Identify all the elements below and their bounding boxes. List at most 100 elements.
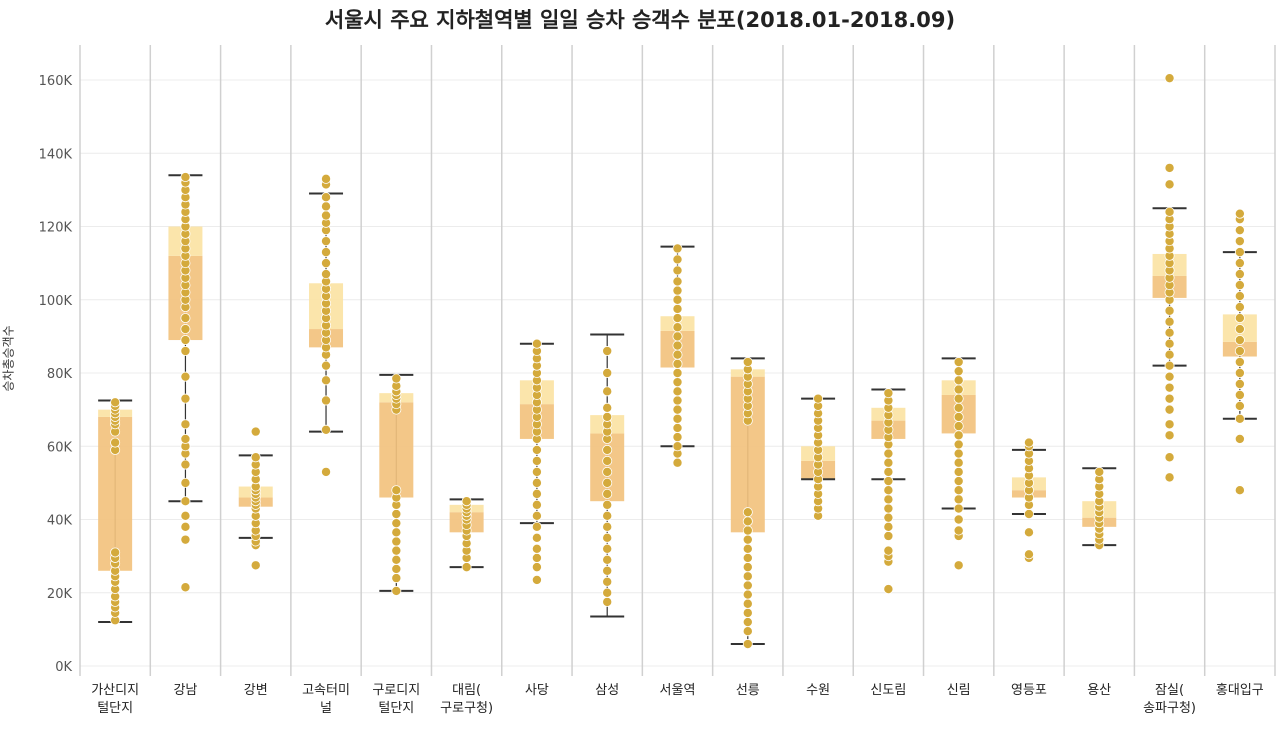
- data-point[interactable]: [672, 422, 683, 433]
- data-point[interactable]: [1234, 225, 1245, 236]
- data-point[interactable]: [1164, 179, 1175, 190]
- data-point[interactable]: [742, 552, 753, 563]
- data-point[interactable]: [602, 402, 613, 413]
- data-point[interactable]: [672, 340, 683, 351]
- data-point[interactable]: [1234, 335, 1245, 346]
- data-point[interactable]: [742, 507, 753, 518]
- data-point[interactable]: [602, 346, 613, 357]
- data-point[interactable]: [1234, 247, 1245, 258]
- data-point[interactable]: [953, 384, 964, 395]
- data-point[interactable]: [742, 580, 753, 591]
- data-point[interactable]: [672, 276, 683, 287]
- data-point[interactable]: [672, 303, 683, 314]
- data-point[interactable]: [1234, 258, 1245, 269]
- data-point[interactable]: [953, 466, 964, 477]
- data-point[interactable]: [1164, 430, 1175, 441]
- box-lower-half[interactable]: [379, 402, 414, 498]
- data-point[interactable]: [250, 560, 261, 571]
- data-point[interactable]: [1234, 413, 1245, 424]
- data-point[interactable]: [602, 367, 613, 378]
- data-point[interactable]: [672, 395, 683, 406]
- data-point[interactable]: [391, 545, 402, 556]
- data-point[interactable]: [672, 331, 683, 342]
- data-point[interactable]: [1023, 527, 1034, 538]
- data-point[interactable]: [531, 499, 542, 510]
- data-point[interactable]: [672, 457, 683, 468]
- data-point[interactable]: [1234, 378, 1245, 389]
- data-point[interactable]: [742, 589, 753, 600]
- data-point[interactable]: [1164, 371, 1175, 382]
- data-point[interactable]: [531, 552, 542, 563]
- data-point[interactable]: [953, 448, 964, 459]
- data-point[interactable]: [110, 437, 121, 448]
- data-point[interactable]: [742, 525, 753, 536]
- data-point[interactable]: [1234, 346, 1245, 357]
- data-point[interactable]: [672, 367, 683, 378]
- data-point[interactable]: [391, 554, 402, 565]
- data-point[interactable]: [391, 527, 402, 538]
- data-point[interactable]: [1164, 316, 1175, 327]
- data-point[interactable]: [953, 485, 964, 496]
- data-point[interactable]: [1234, 302, 1245, 313]
- data-point[interactable]: [1164, 338, 1175, 349]
- data-point[interactable]: [531, 574, 542, 585]
- data-point[interactable]: [531, 466, 542, 477]
- data-point[interactable]: [953, 430, 964, 441]
- data-point[interactable]: [180, 371, 191, 382]
- data-point[interactable]: [531, 532, 542, 543]
- data-point[interactable]: [602, 499, 613, 510]
- data-point[interactable]: [602, 532, 613, 543]
- data-point[interactable]: [672, 386, 683, 397]
- data-point[interactable]: [1164, 419, 1175, 430]
- data-point[interactable]: [883, 448, 894, 459]
- data-point[interactable]: [602, 596, 613, 607]
- data-point[interactable]: [461, 496, 472, 507]
- data-point[interactable]: [321, 210, 332, 221]
- data-point[interactable]: [180, 172, 191, 183]
- data-point[interactable]: [953, 421, 964, 432]
- data-point[interactable]: [953, 476, 964, 487]
- data-point[interactable]: [1164, 349, 1175, 360]
- data-point[interactable]: [531, 488, 542, 499]
- data-point[interactable]: [883, 503, 894, 514]
- data-point[interactable]: [250, 452, 261, 463]
- data-point[interactable]: [1164, 327, 1175, 338]
- data-point[interactable]: [321, 360, 332, 371]
- data-point[interactable]: [391, 536, 402, 547]
- data-point[interactable]: [321, 192, 332, 203]
- data-point[interactable]: [742, 534, 753, 545]
- data-point[interactable]: [180, 582, 191, 593]
- data-point[interactable]: [321, 173, 332, 184]
- data-point[interactable]: [391, 518, 402, 529]
- data-point[interactable]: [110, 397, 121, 408]
- data-point[interactable]: [321, 269, 332, 280]
- data-point[interactable]: [672, 432, 683, 443]
- data-point[interactable]: [391, 485, 402, 496]
- data-point[interactable]: [953, 503, 964, 514]
- data-point[interactable]: [391, 563, 402, 574]
- data-point[interactable]: [461, 562, 472, 573]
- data-point[interactable]: [953, 375, 964, 386]
- data-point[interactable]: [602, 411, 613, 422]
- data-point[interactable]: [953, 393, 964, 404]
- data-point[interactable]: [602, 510, 613, 521]
- data-point[interactable]: [742, 562, 753, 573]
- data-point[interactable]: [1234, 485, 1245, 496]
- data-point[interactable]: [1234, 313, 1245, 324]
- data-point[interactable]: [953, 525, 964, 536]
- data-point[interactable]: [531, 444, 542, 455]
- data-point[interactable]: [742, 516, 753, 527]
- data-point[interactable]: [531, 521, 542, 532]
- data-point[interactable]: [602, 466, 613, 477]
- data-point[interactable]: [742, 617, 753, 628]
- data-point[interactable]: [742, 598, 753, 609]
- data-point[interactable]: [602, 543, 613, 554]
- data-point[interactable]: [602, 565, 613, 576]
- data-point[interactable]: [602, 477, 613, 488]
- data-point[interactable]: [180, 433, 191, 444]
- data-point[interactable]: [602, 488, 613, 499]
- data-point[interactable]: [953, 402, 964, 413]
- data-point[interactable]: [742, 543, 753, 554]
- data-point[interactable]: [321, 375, 332, 386]
- data-point[interactable]: [883, 476, 894, 487]
